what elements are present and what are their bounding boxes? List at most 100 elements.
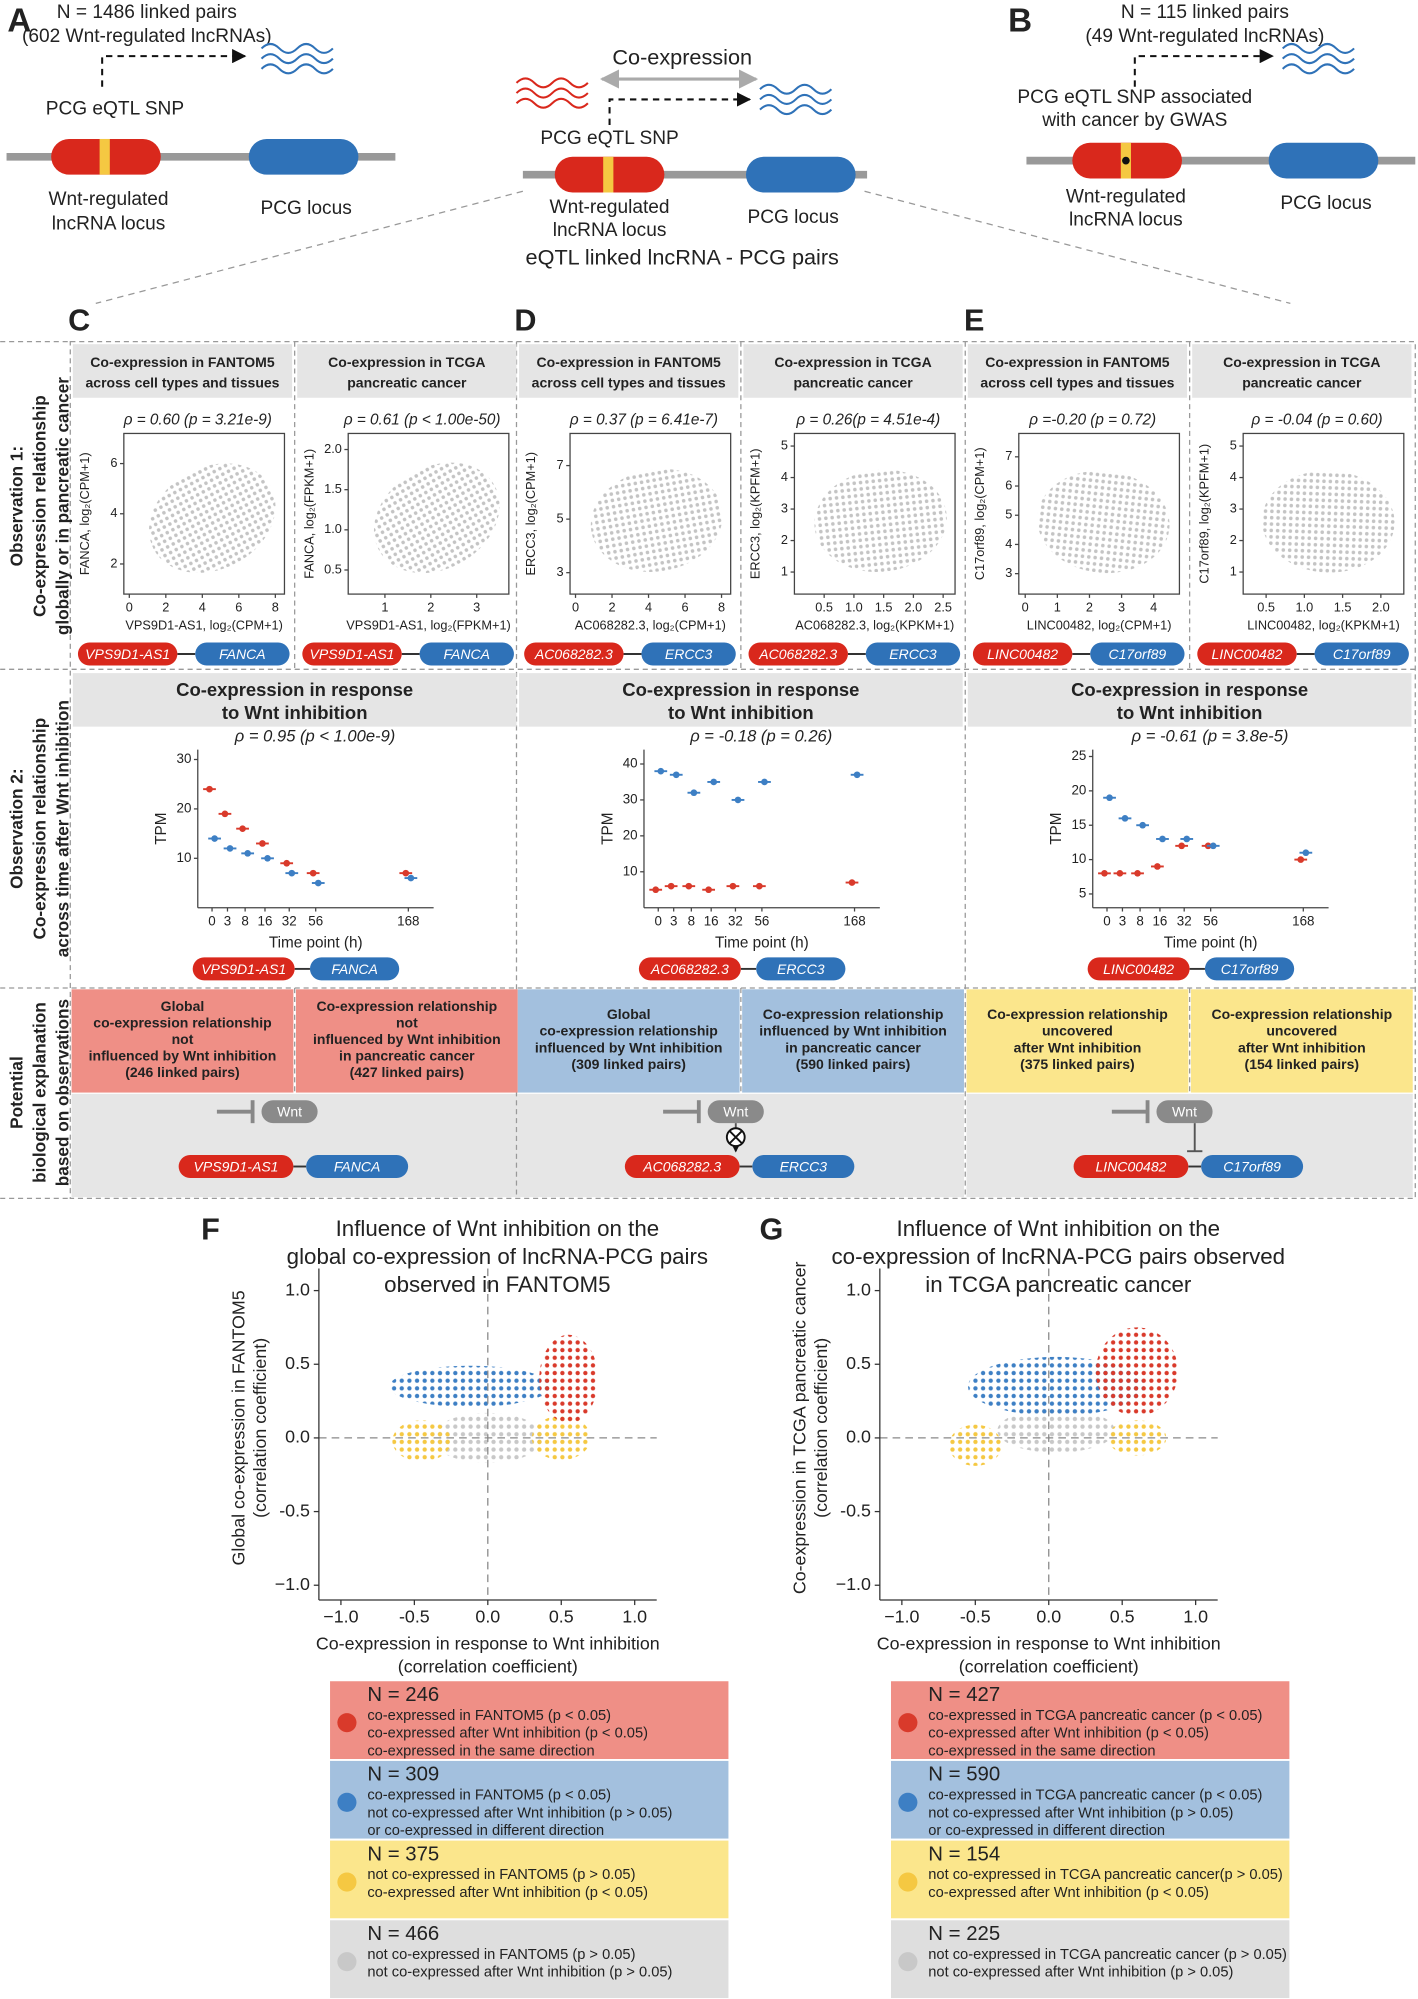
legend-text: co-expressed after Wnt inhibition (p < 0… <box>928 1726 1209 1742</box>
panel-title: Co-expression in response <box>176 679 413 700</box>
y-tick-label: 3 <box>557 564 564 579</box>
row-label: globally or in pancreatic cancer <box>52 377 72 635</box>
explanation-box <box>517 989 740 1093</box>
panel-title: across cell types and tissues <box>532 374 726 390</box>
point <box>729 882 737 890</box>
gene-name: FANCA <box>219 646 265 662</box>
point <box>402 869 410 877</box>
explanation-text: uncovered <box>1042 1023 1113 1039</box>
y-tick-label: 3 <box>1230 500 1237 515</box>
x-tick-label: -0.5 <box>399 1607 430 1627</box>
legend-text: co-expressed in the same direction <box>367 1744 594 1760</box>
explanation-text: (427 linked pairs) <box>350 1064 465 1080</box>
x-tick-label: 1.5 <box>875 599 893 614</box>
gene-pill <box>1197 642 1297 666</box>
stat: ρ = -0.18 (p = 0.26) <box>689 726 832 745</box>
y-tick-label: -0.5 <box>279 1500 310 1520</box>
y-tick-label: 2 <box>781 532 788 547</box>
legend-swatch <box>337 1713 357 1733</box>
gene-pill <box>1073 1155 1189 1178</box>
point <box>1297 856 1305 863</box>
gene-name: FANCA <box>331 961 377 977</box>
legend-row <box>328 1759 731 1841</box>
panel-label: F <box>201 1213 220 1247</box>
gene-name: AC068282.3 <box>534 646 613 662</box>
row-label: biological explanation <box>30 1002 50 1183</box>
transcript-wave <box>759 93 833 105</box>
gene-pill <box>1314 642 1409 666</box>
x-tick-label: 0.0 <box>1036 1607 1061 1627</box>
x-tick-label: 8 <box>688 913 695 928</box>
y-tick-label: 40 <box>623 756 638 771</box>
plot-frame <box>347 432 510 595</box>
y-tick-label: 0.5 <box>285 1353 310 1373</box>
y-tick-label: 7 <box>557 457 564 472</box>
y-tick-label: 5 <box>1079 885 1086 900</box>
explanation-box <box>71 989 294 1093</box>
point-cloud <box>373 462 500 574</box>
panel-header <box>519 673 963 727</box>
legend-text: not co-expressed after Wnt inhibition (p… <box>928 1965 1233 1981</box>
legend-row <box>328 1679 731 1761</box>
explanation-text: not <box>396 1014 418 1030</box>
explanation-box <box>1190 989 1413 1093</box>
panel-header <box>72 673 517 727</box>
point-cloud <box>948 1424 1002 1466</box>
gene-name: VPS9D1-AS1 <box>310 646 395 662</box>
label: with cancer by GWAS <box>1041 110 1227 131</box>
plot-frame <box>1242 432 1405 595</box>
y-tick-label: 5 <box>1005 507 1012 522</box>
x-tick-label: 1.5 <box>1334 599 1352 614</box>
x-axis-label: AC068282.3, log₂(CPM+1) <box>575 617 726 632</box>
label: lncRNA locus <box>52 213 166 234</box>
gene-pill <box>756 957 846 981</box>
y-axis-label: FANCA, log₂(CPM+1) <box>77 452 92 575</box>
x-tick-label: 1.0 <box>1183 1607 1208 1627</box>
point <box>690 789 698 797</box>
x-tick-label: 56 <box>308 913 323 928</box>
point <box>1116 870 1124 877</box>
legend-row <box>889 1759 1292 1841</box>
transcript-wave <box>759 83 833 95</box>
point <box>206 785 213 793</box>
point <box>672 771 680 779</box>
gene-pill <box>972 642 1073 666</box>
gene-pill <box>1090 642 1185 666</box>
legend-count: N = 309 <box>367 1764 439 1786</box>
point <box>710 778 718 786</box>
legend-row <box>889 1679 1292 1761</box>
y-axis-label: FANCA, log₂(FPKM+1) <box>301 449 316 579</box>
x-tick-label: 2.5 <box>934 599 952 614</box>
x-tick-label: 8 <box>718 599 725 614</box>
legend-swatch <box>898 1952 918 1972</box>
transcript-wave <box>1281 42 1355 54</box>
row-label: Observation 1: <box>7 446 27 566</box>
gene-pill <box>865 642 961 666</box>
point <box>309 869 317 877</box>
x-tick-label: 0 <box>572 599 579 614</box>
gene-name: LINC00482 <box>987 646 1058 662</box>
point <box>685 882 693 890</box>
legend-swatch <box>898 1872 918 1892</box>
legend-row <box>328 1838 731 1921</box>
dashed-arrow <box>1133 48 1274 87</box>
gene-pill <box>748 642 848 666</box>
x-tick-label: 0.5 <box>1257 599 1275 614</box>
point-cloud <box>1095 1327 1179 1416</box>
label: (602 Wnt-regulated lncRNAs) <box>22 26 272 47</box>
row-label: Co-expression relationship <box>30 395 50 617</box>
label: Wnt-regulated <box>1066 187 1186 208</box>
panel-title: pancreatic cancer <box>1242 374 1362 390</box>
gene-pill <box>524 642 624 666</box>
x-axis-label: LINC00482, log₂(KPKM+1) <box>1247 617 1400 632</box>
point <box>734 796 742 804</box>
y-tick-label: 4 <box>1230 469 1237 484</box>
y-tick-label: 0.5 <box>846 1353 871 1373</box>
legend-count: N = 466 <box>367 1923 439 1945</box>
y-tick-label: 20 <box>1071 782 1086 797</box>
x-tick-label: 0 <box>126 599 133 614</box>
point <box>226 845 234 852</box>
explanation-text: Co-expression relationship <box>763 1006 944 1022</box>
y-tick-label: 10 <box>177 850 192 865</box>
y-tick-label: 0.0 <box>846 1427 871 1447</box>
